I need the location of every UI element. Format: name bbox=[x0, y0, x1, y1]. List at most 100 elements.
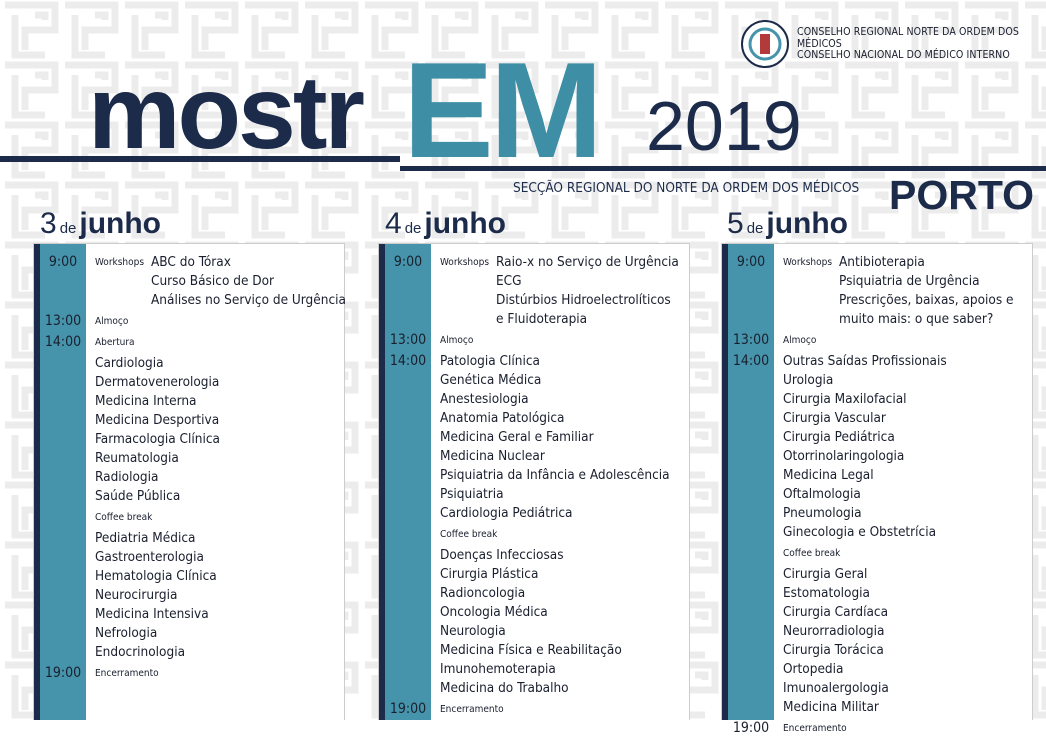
session-label: Abertura bbox=[95, 337, 135, 348]
session-label: Almoço bbox=[440, 335, 474, 346]
organization: CONSELHO REGIONAL NORTE DA ORDEM DOS MÉD… bbox=[797, 26, 1019, 50]
time: 9:00 bbox=[48, 254, 78, 270]
day-column: 9:00 Workshops Antibioterapia Psiquiatria d… bbox=[721, 243, 1033, 736]
session-item: Psiquiatria bbox=[440, 486, 504, 502]
session-item: Neurologia bbox=[440, 623, 506, 639]
session-item: Reumatologia bbox=[95, 450, 179, 466]
subtitle: SECÇÃO REGIONAL DO NORTE DA ORDEM DOS MÉ… bbox=[513, 180, 860, 196]
day-de: de bbox=[746, 220, 764, 237]
session-item: Curso Básico de Dor bbox=[151, 273, 275, 289]
time: 13:00 bbox=[389, 332, 427, 348]
day-column: 9:00 Workshops ABC do Tórax Curso Básico de… bbox=[33, 243, 346, 720]
session-item: ECG bbox=[496, 273, 522, 289]
session-item: Endocrinologia bbox=[95, 644, 186, 660]
time-bar bbox=[385, 244, 431, 720]
day-column: 9:00 Workshops Raio-x no Serviço de Urgênc… bbox=[378, 243, 690, 720]
session-item: Dermatovenerologia bbox=[95, 374, 220, 390]
session-item: muito mais: o que saber? bbox=[839, 311, 994, 327]
time: 13:00 bbox=[44, 313, 82, 329]
session-item: Ginecologia e Obstetrícia bbox=[783, 524, 937, 540]
day-month: junho bbox=[766, 207, 849, 240]
session-item: e Fluidoterapia bbox=[496, 311, 588, 327]
session-item: Antibioterapia bbox=[839, 254, 925, 270]
column-strip bbox=[722, 244, 728, 720]
session-item: Medicina Nuclear bbox=[440, 448, 545, 464]
session-item: Gastroenterologia bbox=[95, 549, 204, 565]
session-label: Almoço bbox=[95, 316, 129, 327]
session-item: Oncologia Médica bbox=[440, 604, 548, 620]
session-item: Estomatologia bbox=[783, 585, 870, 601]
time: 14:00 bbox=[44, 334, 82, 350]
day-number: 3 bbox=[40, 207, 57, 240]
time-bar bbox=[728, 244, 774, 720]
day-number: 4 bbox=[385, 207, 402, 240]
title-highlight: EM bbox=[403, 34, 603, 186]
time: 19:00 bbox=[732, 720, 770, 736]
session-item: Cirurgia Pediátrica bbox=[783, 429, 895, 445]
session-label: Workshops bbox=[440, 257, 490, 268]
title-year: 2019 bbox=[646, 87, 802, 165]
session-item: Medicina Geral e Familiar bbox=[440, 429, 594, 445]
session-item: Radioncologia bbox=[440, 585, 526, 601]
session-label: Workshops bbox=[95, 257, 145, 268]
session-item: Otorrinolaringologia bbox=[783, 448, 905, 464]
session-label: Coffee break bbox=[440, 529, 498, 540]
session-label: Encerramento bbox=[440, 704, 504, 715]
day-heading: 5 de junho bbox=[727, 207, 848, 241]
session-label: Coffee break bbox=[783, 548, 841, 559]
session-item: Cirurgia Plástica bbox=[440, 566, 539, 582]
session-item: Medicina Interna bbox=[95, 393, 197, 409]
session-item: Cirurgia Torácica bbox=[783, 642, 884, 658]
session-item: Psiquiatria da Infância e Adolescência bbox=[440, 467, 670, 483]
session-label: Encerramento bbox=[95, 668, 159, 679]
session-item: Urologia bbox=[783, 372, 834, 388]
session-item: Pneumologia bbox=[783, 505, 862, 521]
session-item: Neurocirurgia bbox=[95, 587, 178, 603]
session-item: Medicina Militar bbox=[783, 699, 879, 715]
day-number: 5 bbox=[727, 207, 744, 240]
session-item: Outras Saídas Profissionais bbox=[783, 353, 947, 369]
column-strip bbox=[34, 244, 40, 720]
session-label: Almoço bbox=[783, 335, 817, 346]
session-item: Nefrologia bbox=[95, 625, 158, 641]
session-item: Neurorradiologia bbox=[783, 623, 885, 639]
time: 9:00 bbox=[736, 254, 766, 270]
session-item: Anatomia Patológica bbox=[440, 410, 565, 426]
session-item: Patologia Clínica bbox=[440, 353, 540, 369]
session-item: Medicina Legal bbox=[783, 467, 874, 483]
session-item: Medicina Desportiva bbox=[95, 412, 220, 428]
session-item: Imunohemoterapia bbox=[440, 661, 556, 677]
session-item: Saúde Pública bbox=[95, 488, 181, 504]
session-item: Cirurgia Geral bbox=[783, 566, 868, 582]
session-item: Medicina Intensiva bbox=[95, 606, 209, 622]
session-item: Genética Médica bbox=[440, 372, 542, 388]
day-month: junho bbox=[424, 207, 507, 240]
time: 14:00 bbox=[732, 353, 770, 369]
day-heading: 4 de junho bbox=[385, 207, 506, 241]
time: 19:00 bbox=[44, 665, 82, 681]
title-prefix: mostr bbox=[88, 55, 365, 171]
session-item: Anestesiologia bbox=[440, 391, 529, 407]
session-item: Cirurgia Vascular bbox=[783, 410, 886, 426]
session-item: Prescrições, baixas, apoios e bbox=[839, 292, 1014, 308]
session-item: Imunoalergologia bbox=[783, 680, 889, 696]
day-de: de bbox=[404, 220, 422, 237]
time: 9:00 bbox=[393, 254, 423, 270]
day-de: de bbox=[59, 220, 77, 237]
time: 19:00 bbox=[389, 701, 427, 717]
session-item: Cardiologia bbox=[95, 355, 164, 371]
session-item: Farmacologia Clínica bbox=[95, 431, 220, 447]
session-item: Psiquiatria de Urgência bbox=[839, 273, 980, 289]
session-item: Cirurgia Cardíaca bbox=[783, 604, 889, 620]
session-item: Análises no Serviço de Urgência bbox=[151, 292, 346, 308]
time: 13:00 bbox=[732, 332, 770, 348]
session-item: Ortopedia bbox=[783, 661, 844, 677]
session-item: Cardiologia Pediátrica bbox=[440, 505, 573, 521]
time: 14:00 bbox=[389, 353, 427, 369]
session-label: Coffee break bbox=[95, 512, 153, 523]
day-month: junho bbox=[79, 207, 162, 240]
session-label: Workshops bbox=[783, 257, 833, 268]
time-bar bbox=[40, 244, 86, 720]
session-label: Encerramento bbox=[783, 723, 847, 734]
